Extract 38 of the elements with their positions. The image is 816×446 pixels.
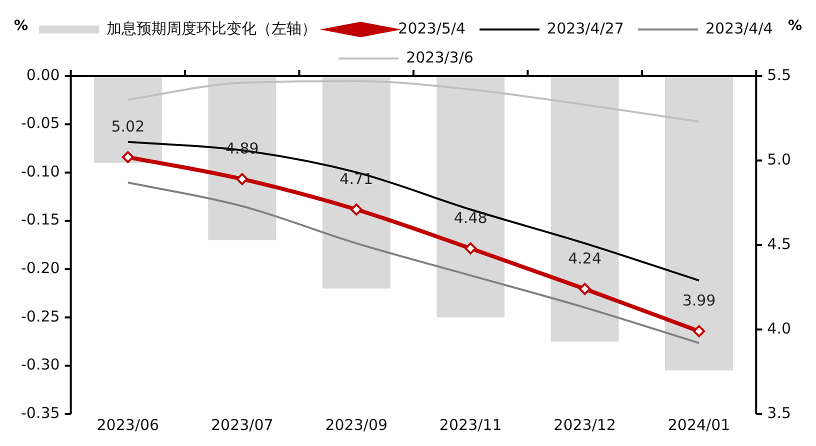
- y-axis-title: %: [14, 18, 28, 34]
- legend-label: 加息预期周度环比变化（左轴）: [106, 19, 317, 38]
- x-tick-label: 2023/09: [325, 416, 388, 434]
- legend-label: 2023/4/27: [547, 19, 624, 38]
- y-tick-label: -0.10: [21, 162, 60, 180]
- y-tick-label: -0.35: [21, 404, 60, 422]
- point: [350, 204, 362, 216]
- data-label: 4.71: [340, 170, 374, 188]
- point: [236, 173, 248, 186]
- x-tick-label: 2023/06: [96, 416, 160, 434]
- point: [464, 242, 477, 254]
- y-tick-label: -0.15: [21, 210, 60, 229]
- point: [122, 151, 134, 164]
- y2-tick-label: 5.5: [767, 66, 792, 84]
- y2-axis-title: %: [788, 18, 802, 34]
- point: [693, 325, 706, 338]
- y-tick-label: -0.25: [21, 307, 60, 326]
- legend-label: 2023/3/6: [406, 48, 474, 66]
- y2-tick-label: 4.5: [767, 234, 792, 253]
- legend-label: 2023/5/4: [398, 19, 466, 38]
- data-label: 4.24: [568, 249, 602, 268]
- y-tick-label: -0.20: [21, 259, 60, 278]
- y2-tick-label: 4.0: [767, 319, 792, 338]
- x-tick-label: 2023/12: [554, 416, 616, 434]
- x-tick-label: 2024/01: [668, 416, 730, 434]
- y2-tick-label: 3.5: [767, 404, 792, 422]
- x-tick-label: 2023/07: [210, 416, 274, 434]
- data-label: 3.99: [682, 292, 716, 310]
- x-tick-label: 2023/11: [439, 416, 502, 434]
- y-tick-label: 0.00: [26, 66, 60, 84]
- y-tick-label: -0.30: [21, 356, 60, 374]
- y2-tick-label: 5.0: [767, 150, 792, 168]
- point: [578, 282, 591, 295]
- data-label: 4.48: [454, 208, 488, 227]
- line-series: [126, 140, 700, 282]
- data-label: 5.02: [111, 118, 145, 136]
- y-tick-label: -0.05: [21, 114, 60, 132]
- legend-label: 2023/4/4: [705, 19, 773, 38]
